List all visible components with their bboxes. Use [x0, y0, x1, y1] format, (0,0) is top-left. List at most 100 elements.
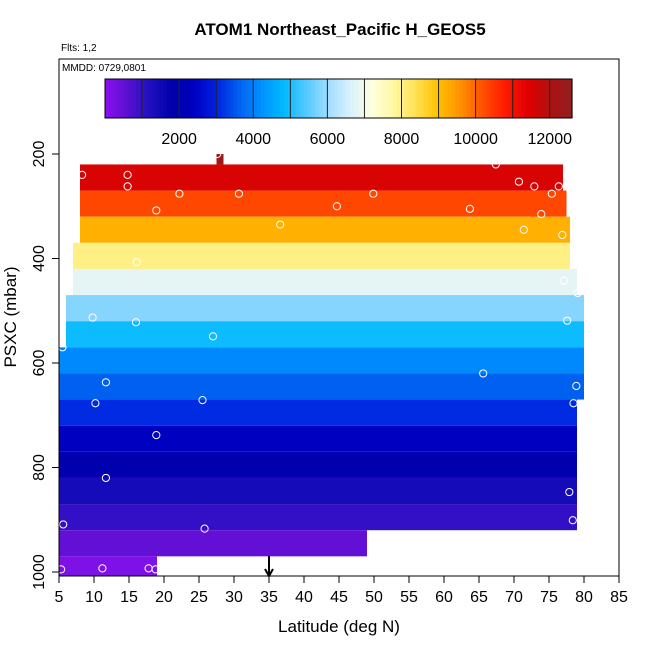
data-point-21	[573, 288, 582, 298]
data-point-14	[465, 204, 474, 213]
data-point-2	[123, 170, 132, 179]
colorbar-segment	[509, 79, 515, 118]
data-point-5	[123, 182, 132, 191]
colorbar-segment	[268, 79, 273, 118]
colorbar-segment	[459, 79, 464, 118]
colorbar-segment	[525, 79, 530, 118]
colorbar-segment	[412, 79, 417, 118]
data-point-22	[88, 313, 97, 322]
colorbar-segment	[155, 79, 161, 118]
colorbar-segment	[284, 79, 289, 118]
data-point-13	[332, 202, 341, 211]
colorbar-segment	[424, 79, 429, 118]
colorbar-segment	[486, 79, 491, 118]
colorbar-segment	[342, 79, 347, 118]
y-axis: 200 400 600 800 1000	[31, 141, 59, 590]
data-point-11	[554, 182, 563, 191]
colorbar-segment	[112, 79, 118, 118]
data-point-27	[101, 378, 111, 387]
colorbar-segment	[260, 79, 266, 118]
colorbar-segment	[186, 79, 192, 118]
data-point-38	[200, 524, 209, 533]
colorbar-segment	[513, 79, 519, 118]
colorbar-segment	[377, 79, 382, 118]
heatmap-band-4	[73, 242, 570, 269]
colorbar-segment	[264, 79, 270, 118]
colorbar-segment	[124, 79, 129, 118]
y-tick-label: 200	[31, 141, 48, 168]
colorbar-segment	[108, 79, 114, 118]
data-point-25	[208, 332, 218, 341]
heatmap-band-13	[59, 477, 577, 505]
x-tick-label: 70	[505, 589, 523, 606]
colorbar-tick-label: 4000	[235, 131, 271, 148]
chart-title: ATOM1 Northeast_Pacific H_GEOS5	[194, 20, 485, 39]
colorbar-segment	[334, 79, 340, 118]
colorbar-segment	[105, 79, 110, 118]
heatmap-band-16	[59, 556, 157, 576]
colorbar-segment	[521, 79, 526, 118]
colorbar-segment	[147, 79, 153, 118]
colorbar-segment	[178, 79, 184, 118]
x-tick-label: 30	[225, 589, 243, 606]
data-point-30	[91, 399, 100, 408]
flights-label: Flts: 1,2	[61, 43, 97, 54]
colorbar-segment	[357, 79, 363, 118]
colorbar-segment	[132, 79, 137, 118]
colorbar-segment	[151, 79, 157, 118]
colorbar-segment	[443, 79, 449, 118]
data-point-15	[537, 209, 546, 219]
x-tick-label: 65	[470, 589, 488, 606]
colorbar-segment	[544, 79, 550, 118]
data-point-33	[152, 431, 161, 440]
colorbar-tick-label: 6000	[310, 131, 346, 148]
y-tick-label: 400	[31, 245, 48, 272]
data-point-3	[491, 160, 500, 169]
colorbar-segment	[350, 79, 355, 118]
colorbar-segment	[143, 79, 149, 118]
x-tick-label: 80	[575, 589, 593, 606]
colorbar-segment	[171, 79, 176, 118]
data-point-18	[558, 230, 567, 240]
colorbar-segment	[431, 79, 437, 118]
colorbar-segment	[451, 79, 456, 118]
colorbar-segment	[369, 79, 375, 118]
colorbar-segment	[217, 79, 223, 118]
colorbar-segment	[229, 79, 235, 118]
colorbar-segment	[365, 79, 371, 118]
colorbar-segment	[482, 79, 487, 118]
data-point-39	[57, 565, 66, 574]
x-tick-label: 20	[155, 589, 173, 606]
colorbar-segment	[322, 79, 328, 118]
colorbar-segment	[501, 79, 507, 118]
data-point-17	[519, 225, 528, 234]
colorbar-segment	[439, 79, 445, 118]
x-tick-label: 40	[295, 589, 313, 606]
colorbar-segment	[299, 79, 305, 118]
colorbar-segment	[303, 79, 308, 118]
x-tick-label: 60	[435, 589, 453, 606]
colorbar-segment	[400, 79, 406, 118]
colorbar-segment	[556, 79, 561, 118]
colorbar-segment	[198, 79, 203, 118]
colorbar-segment	[478, 79, 484, 118]
colorbar-segment	[116, 79, 122, 118]
x-tick-label: 35	[260, 589, 278, 606]
colorbar-segment	[237, 79, 242, 118]
colorbar-segment	[533, 79, 538, 118]
colorbar-segment	[175, 79, 180, 118]
colorbar-segment	[252, 79, 258, 118]
colorbar-segment	[221, 79, 227, 118]
colorbar-segment	[338, 79, 343, 118]
colorbar-segment	[536, 79, 542, 118]
colorbar-segment	[210, 79, 215, 118]
colorbar-segment	[233, 79, 238, 118]
data-point-29	[572, 381, 581, 391]
arrow-head	[264, 568, 274, 579]
colorbar-segment	[517, 79, 523, 118]
heatmap-band-1	[80, 164, 563, 191]
data-point-20	[559, 276, 568, 285]
colorbar-segment	[280, 79, 285, 118]
colorbar-tick-label: 8000	[384, 131, 420, 148]
